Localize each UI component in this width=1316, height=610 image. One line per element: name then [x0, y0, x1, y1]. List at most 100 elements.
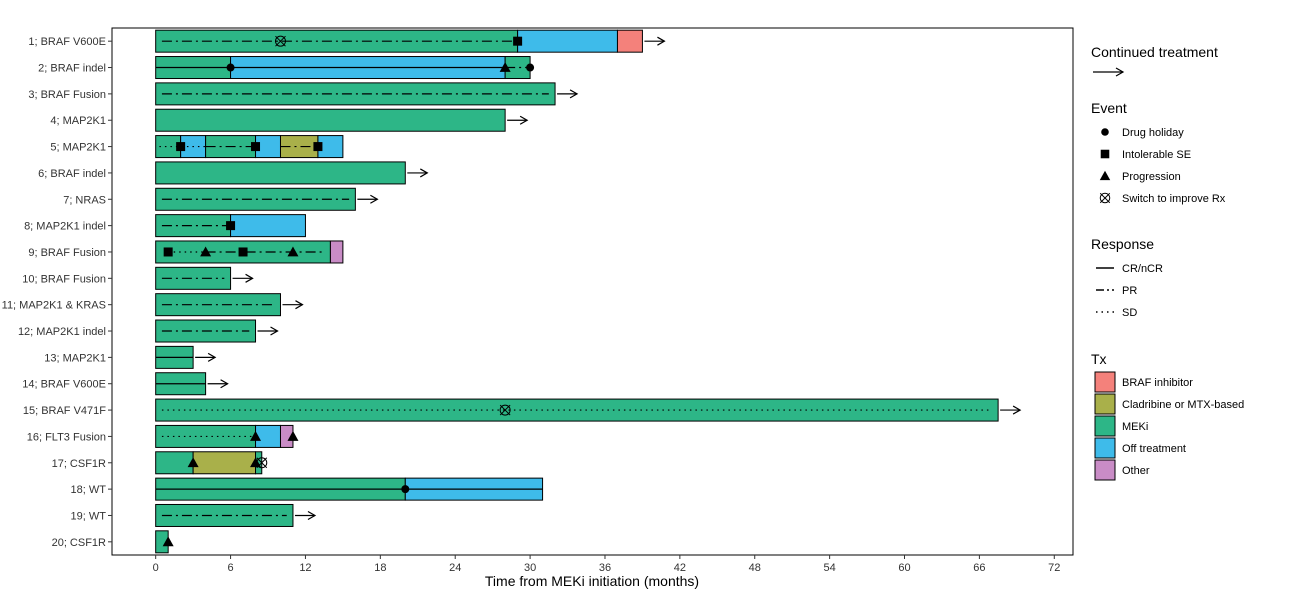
- continued-arrow-head: [519, 115, 529, 125]
- event-marker: [226, 63, 235, 72]
- continued-arrow-head: [270, 326, 279, 336]
- x-axis: 0 6 12 18 24 30 36 42 48 54 60 66 72: [153, 555, 1060, 574]
- x-tick-label: 72: [1048, 562, 1060, 574]
- event-marker: [499, 404, 511, 416]
- event-marker-ring: [256, 457, 268, 469]
- x-tick-label: 24: [449, 562, 461, 574]
- legend-event-symbol: [1101, 128, 1109, 136]
- legend-continued-arrow-head: [1115, 67, 1125, 77]
- event-marker: [176, 142, 186, 152]
- continued-arrow: [557, 89, 579, 99]
- y-tick-label: 4; MAP2K1: [50, 115, 106, 127]
- y-tick-label: 6; BRAF indel: [38, 168, 106, 180]
- continued-arrow-head: [657, 36, 666, 46]
- treatment-segment: [517, 29, 618, 53]
- event-marker: [287, 430, 299, 441]
- legend-response-title: Response: [1091, 236, 1154, 252]
- treatment-segment: [155, 424, 257, 448]
- legend-tx-swatch: [1094, 393, 1116, 415]
- legend-event-label: Switch to improve Rx: [1122, 193, 1226, 205]
- treatment-segment: [192, 451, 257, 475]
- event-marker: [250, 457, 262, 468]
- event-marker: [499, 62, 511, 72]
- legend-event-label: Drug holiday: [1122, 127, 1184, 139]
- legend-tx-swatch: [1094, 415, 1116, 437]
- event-marker: [162, 536, 174, 547]
- event-marker: [187, 457, 199, 468]
- event-marker-slash-b: [275, 35, 286, 47]
- legend-tx-label: MEKi: [1122, 421, 1148, 433]
- y-tick-label: 14; BRAF V600E: [22, 379, 106, 391]
- x-tick-label: 42: [674, 562, 686, 574]
- y-tick-label: 12; MAP2K1 indel: [18, 326, 106, 338]
- x-tick-label: 6: [228, 562, 234, 574]
- y-tick-label: 16; FLT3 Fusion: [27, 431, 106, 443]
- event-marker: [200, 246, 212, 257]
- continued-arrow-head: [307, 510, 317, 520]
- legend-tx-label: BRAF inhibitor: [1122, 377, 1193, 389]
- event-marker: [526, 63, 535, 72]
- y-tick-label: 15; BRAF V471F: [23, 405, 106, 417]
- x-tick-label: 0: [153, 562, 159, 574]
- treatment-segment: [329, 240, 344, 264]
- treatment-segment: [155, 451, 194, 475]
- y-tick-label: 13; MAP2K1: [44, 352, 106, 364]
- treatment-segment: [155, 398, 999, 422]
- x-tick-label: 48: [749, 562, 761, 574]
- y-tick-label: 17; CSF1R: [52, 458, 106, 470]
- event-marker: [238, 247, 248, 257]
- continued-arrow-head: [370, 194, 379, 204]
- y-tick-label: 3; BRAF Fusion: [28, 89, 106, 101]
- treatment-segment: [155, 161, 406, 185]
- continued-arrow: [195, 352, 217, 362]
- event-marker: [251, 142, 261, 152]
- y-tick-label: 19; WT: [71, 510, 107, 522]
- continued-arrow-head: [220, 379, 229, 389]
- continued-arrow: [294, 510, 317, 520]
- continued-arrow: [407, 168, 429, 178]
- legend-continued-arrow: [1093, 67, 1125, 77]
- event-marker-ring: [499, 404, 511, 416]
- treatment-segment: [155, 108, 506, 132]
- legend-event-label: Intolerable SE: [1122, 149, 1191, 161]
- arrows-layer: [195, 36, 1022, 520]
- legend-tx-swatch: [1094, 437, 1116, 459]
- continued-arrow-head: [419, 168, 429, 178]
- legend-tx-label: Cladribine or MTX-based: [1122, 399, 1244, 411]
- continued-arrow: [507, 115, 529, 125]
- legend-event-title: Event: [1091, 100, 1127, 116]
- plot-panel: [111, 27, 1074, 556]
- treatment-segment: [616, 29, 643, 53]
- continued-arrow: [282, 300, 304, 310]
- y-tick-label: 2; BRAF indel: [38, 63, 106, 75]
- x-tick-label: 30: [524, 562, 536, 574]
- x-tick-label: 36: [599, 562, 611, 574]
- event-marker-slash-b: [256, 457, 268, 469]
- treatment-segment: [155, 82, 556, 106]
- y-tick-label: 11; MAP2K1 & KRAS: [2, 300, 106, 312]
- legend-event-symbol-slash-b: [1099, 192, 1111, 204]
- treatment-segment: [255, 424, 281, 448]
- y-tick-label: 5; MAP2K1: [50, 142, 106, 154]
- event-marker: [226, 221, 236, 231]
- treatment-segment: [230, 214, 306, 238]
- continued-arrow: [207, 379, 229, 389]
- legend-event-symbol: [1099, 170, 1111, 181]
- legend-event-symbol: [1099, 192, 1111, 204]
- legend-tx-swatch: [1094, 459, 1116, 481]
- continued-arrow-head: [295, 300, 304, 310]
- event-marker: [401, 485, 410, 494]
- x-tick-label: 66: [973, 562, 985, 574]
- y-tick-label: 18; WT: [71, 484, 107, 496]
- continued-arrow-head: [245, 273, 254, 283]
- y-tick-label: 8; MAP2K1 indel: [24, 221, 106, 233]
- x-tick-label: 12: [299, 562, 311, 574]
- treatment-segment: [155, 266, 232, 290]
- continued-arrow: [644, 36, 666, 46]
- event-marker: [256, 457, 268, 469]
- event-marker-ring: [274, 35, 286, 47]
- legend-event-symbol-ring: [1099, 192, 1111, 204]
- legend-event-symbol: [1100, 149, 1110, 159]
- legend-response-label: CR/nCR: [1122, 263, 1163, 275]
